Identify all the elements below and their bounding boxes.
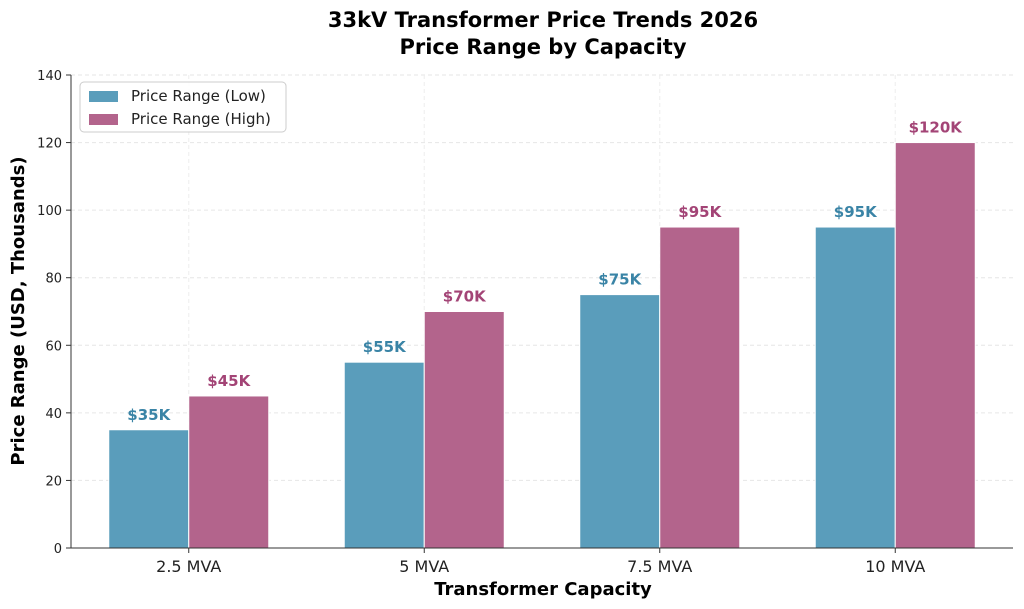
bar [814,226,896,549]
bar [108,429,190,549]
data-label: $75K [598,271,642,289]
y-tick-label: 60 [45,339,62,354]
data-label: $120K [909,119,964,137]
bar [423,311,505,549]
legend-label: Price Range (Low) [131,87,266,105]
bars-layer [108,142,976,549]
legend-box [79,81,287,133]
data-label: $55K [363,338,407,356]
x-tick-label: 7.5 MVA [627,557,692,576]
labels-layer: $35K $45K $55K $70K $75K $95K $95K $120K [127,119,963,424]
y-tick-label: 120 [37,137,62,152]
y-tick-label: 0 [54,542,62,557]
y-tick-label: 140 [37,69,62,84]
data-label: $35K [127,406,171,424]
data-label: $70K [443,288,487,306]
x-tick-label: 2.5 MVA [156,557,221,576]
x-tick-label: 10 MVA [865,557,925,576]
chart-subtitle: Price Range by Capacity [399,35,686,59]
legend-swatch [89,114,118,125]
bar [343,361,425,549]
chart-title: 33kV Transformer Price Trends 2026 [328,8,758,32]
bar [659,226,741,549]
bar [579,294,661,549]
legend: Price Range (Low) Price Range (High) [79,81,287,133]
y-tick-label: 80 [45,272,62,287]
data-label: $95K [834,203,878,221]
y-tick-label: 20 [45,474,62,489]
y-tick-label: 40 [45,407,62,422]
y-axis-label: Price Range (USD, Thousands) [8,156,29,465]
legend-swatch [89,91,118,102]
legend-label: Price Range (High) [131,110,271,128]
x-tick-label: 5 MVA [399,557,449,576]
data-label: $45K [207,372,251,390]
axes-layer: 0 20 40 60 80 100 120 140 2.5 MVA 5 MVA 7.5 MVA 10 … [37,69,1013,576]
y-tick-label: 100 [37,204,62,219]
data-label: $95K [678,203,722,221]
bar [894,142,976,549]
bar [188,395,270,549]
x-axis-label: Transformer Capacity [434,579,652,600]
